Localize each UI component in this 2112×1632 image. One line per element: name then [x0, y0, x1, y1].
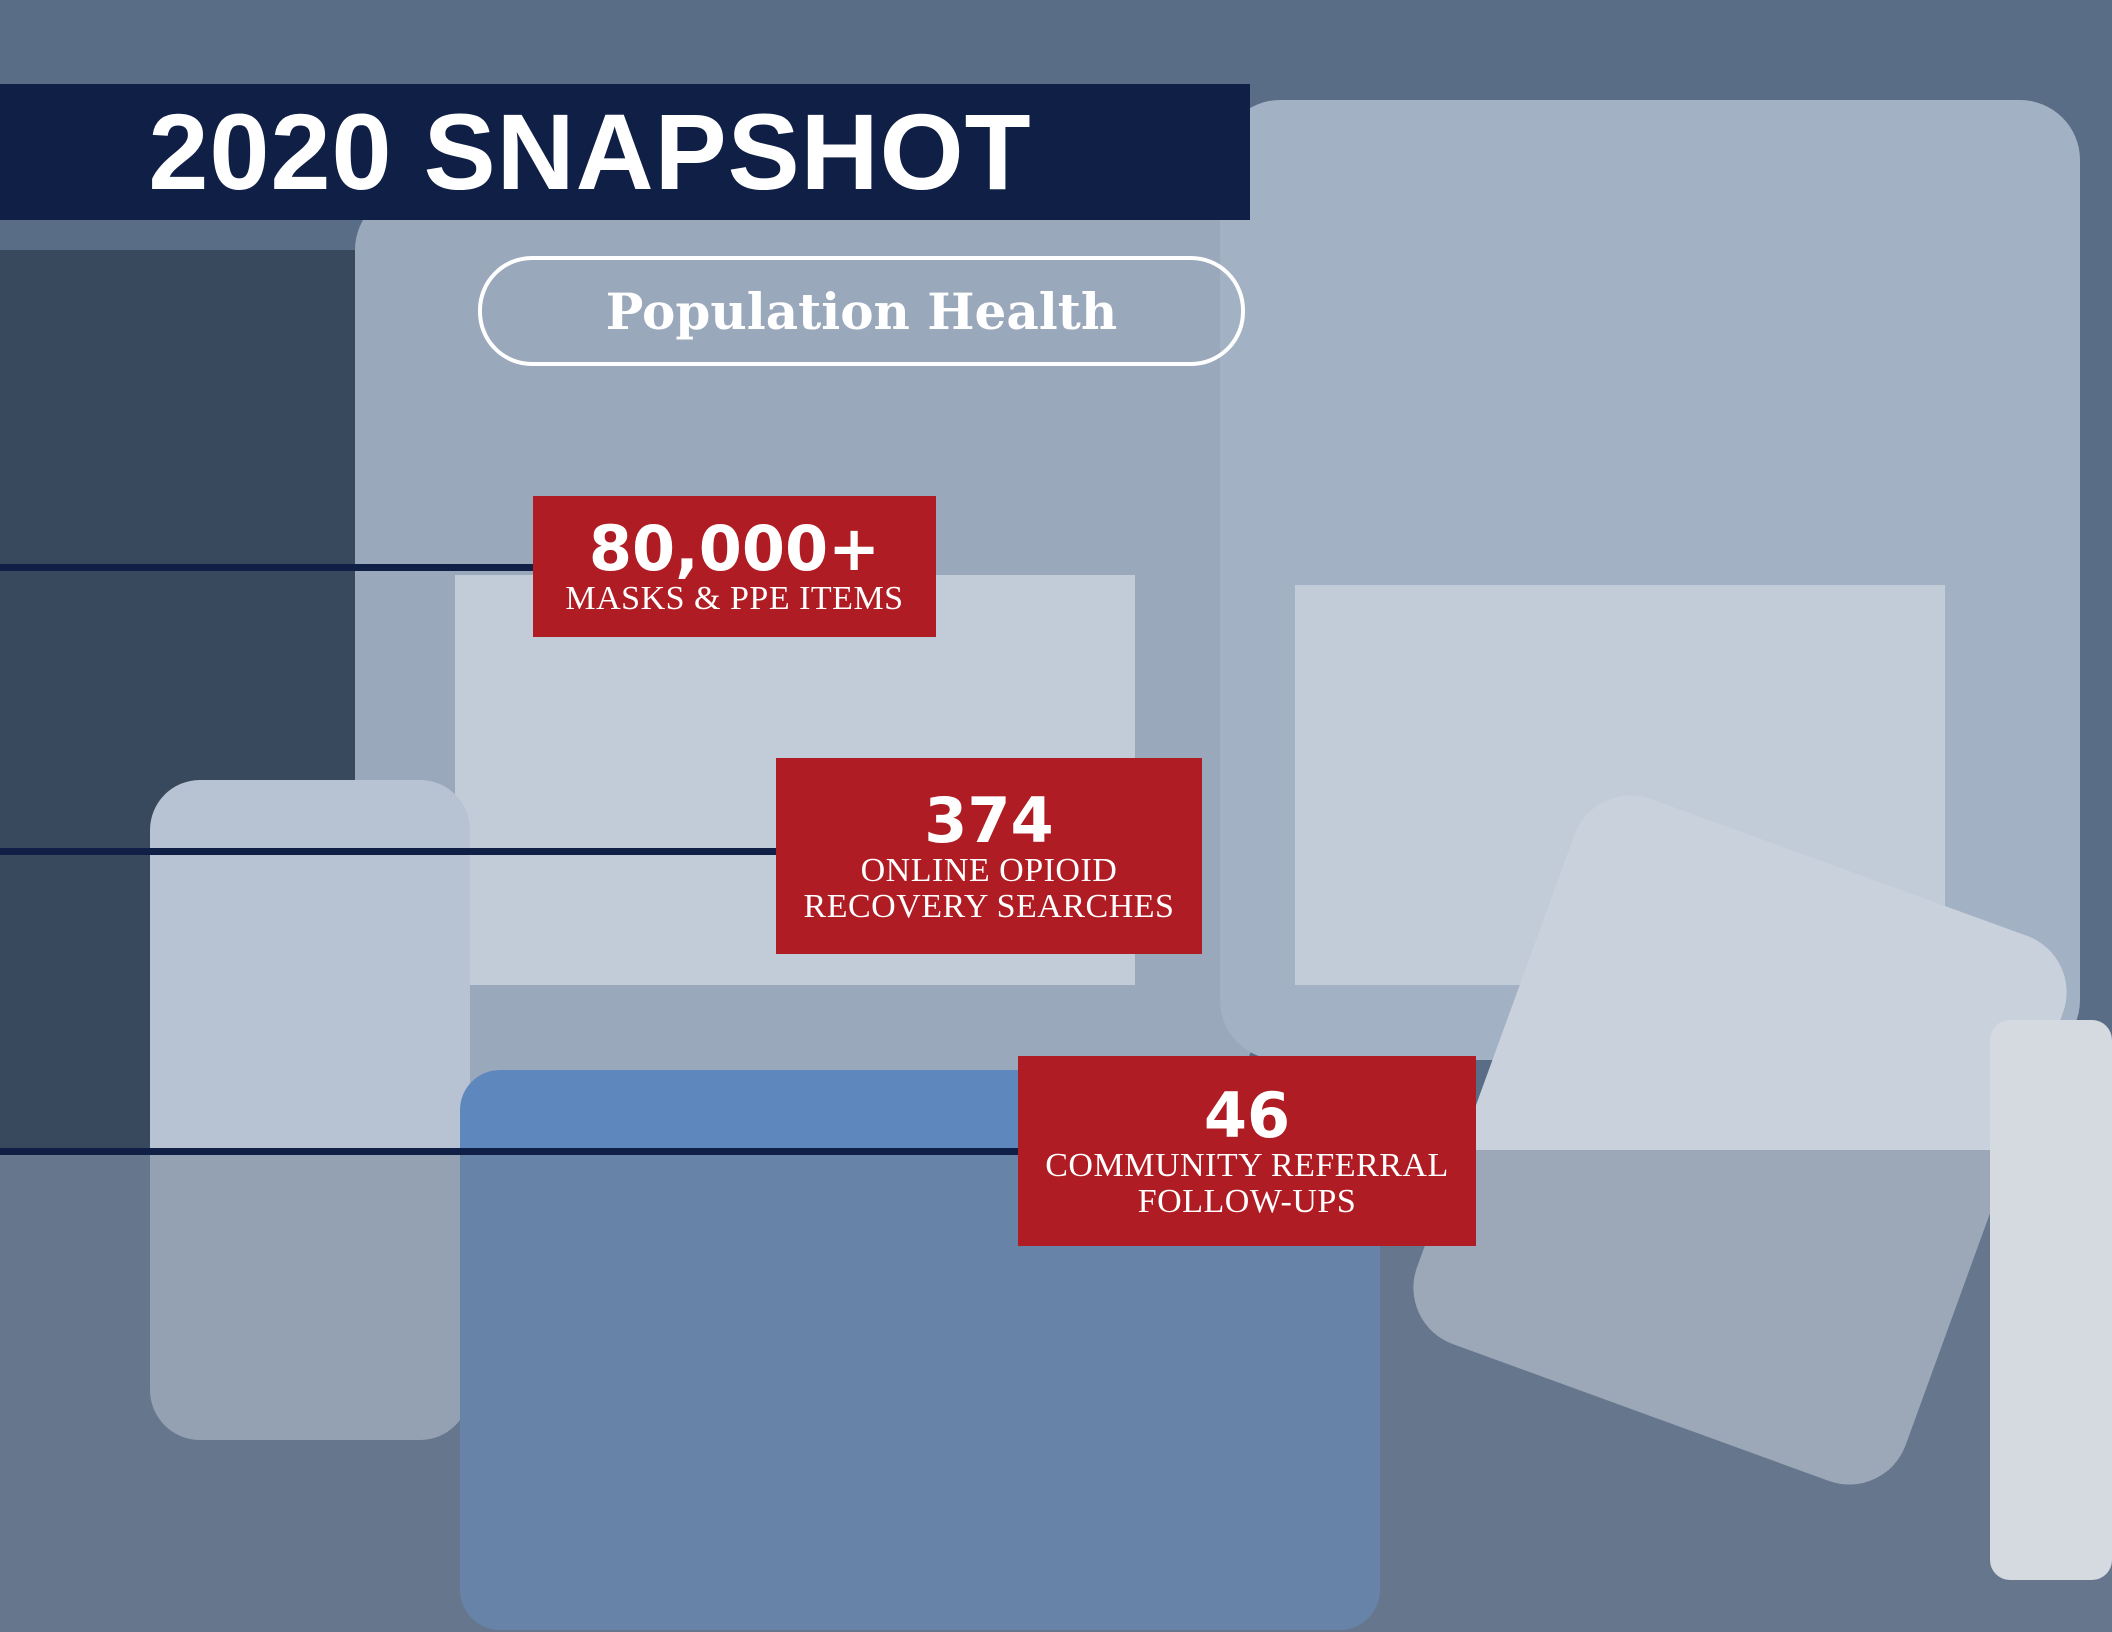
subtitle-pill: Population Health	[478, 256, 1245, 366]
stat-value: 374	[776, 788, 1202, 853]
stat-label: ONLINE OPIOID	[776, 853, 1202, 889]
stat-label: MASKS & PPE ITEMS	[533, 581, 936, 617]
title: 2020 SNAPSHOT	[148, 98, 1101, 206]
rule	[0, 1148, 1020, 1155]
stat-label: COMMUNITY REFERRAL	[1018, 1148, 1476, 1184]
subtitle: Population Health	[606, 282, 1117, 341]
stat-label: FOLLOW-UPS	[1018, 1184, 1476, 1220]
cream-tube	[1990, 1020, 2112, 1580]
rule	[0, 848, 780, 855]
stat-box: 80,000+ MASKS & PPE ITEMS	[533, 496, 936, 637]
stat-label: RECOVERY SEARCHES	[776, 889, 1202, 925]
stat-value: 46	[1018, 1083, 1476, 1148]
stat-value: 80,000+	[533, 516, 936, 581]
rule	[0, 564, 540, 571]
title-bar: 2020 SNAPSHOT	[0, 84, 1250, 220]
page: 2020 SNAPSHOT Population Health 80,000+ …	[0, 0, 2112, 1632]
stat-box: 374 ONLINE OPIOID RECOVERY SEARCHES	[776, 758, 1202, 954]
stat-box: 46 COMMUNITY REFERRAL FOLLOW-UPS	[1018, 1056, 1476, 1246]
